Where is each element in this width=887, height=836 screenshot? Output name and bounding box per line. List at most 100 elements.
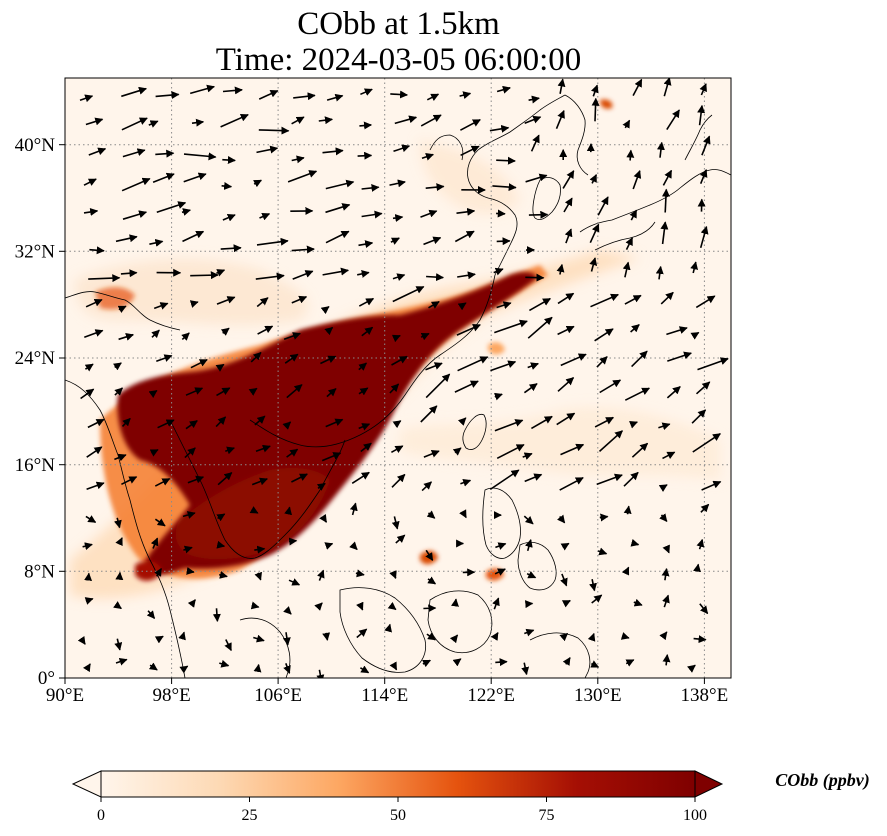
wind-arrow bbox=[349, 502, 358, 516]
wind-arrow bbox=[184, 447, 196, 459]
wind-arrow bbox=[559, 632, 569, 642]
wind-arrow bbox=[115, 234, 138, 243]
wind-arrow bbox=[425, 373, 451, 399]
wind-arrow bbox=[384, 623, 392, 633]
wind-arrow bbox=[82, 542, 93, 551]
wind-arrow bbox=[556, 263, 565, 275]
wind-arrow bbox=[250, 351, 262, 363]
lon-tick-label: 90°E bbox=[46, 685, 84, 706]
wind-arrow bbox=[360, 442, 372, 453]
wind-arrow bbox=[460, 118, 481, 131]
wind-arrow bbox=[148, 120, 159, 128]
wind-arrow bbox=[117, 305, 127, 313]
wind-arrow bbox=[185, 387, 204, 396]
wind-arrow bbox=[496, 156, 516, 165]
wind-arrow bbox=[557, 514, 566, 524]
wind-arrow bbox=[389, 570, 397, 580]
wind-arrow bbox=[360, 88, 373, 96]
wind-arrow bbox=[248, 387, 258, 396]
wind-arrow bbox=[186, 566, 195, 575]
wind-arrow bbox=[85, 298, 103, 308]
wind-arrow bbox=[80, 388, 95, 400]
wind-arrow bbox=[79, 94, 94, 103]
wind-arrow bbox=[320, 305, 330, 315]
wind-arrow bbox=[361, 326, 374, 337]
wind-arrow bbox=[662, 654, 671, 666]
wind-arrow bbox=[283, 332, 301, 341]
wind-arrow bbox=[224, 639, 232, 652]
wind-arrow bbox=[560, 443, 585, 456]
wind-arrow bbox=[359, 121, 372, 130]
wind-arrow bbox=[489, 124, 510, 133]
wind-arrow bbox=[630, 538, 640, 547]
wind-arrow bbox=[322, 632, 331, 641]
wind-arrow bbox=[253, 179, 263, 188]
wind-arrow bbox=[457, 271, 476, 280]
colorbar-tick-label: 75 bbox=[539, 807, 555, 824]
wind-arrow bbox=[451, 598, 459, 607]
wind-arrow bbox=[220, 327, 230, 336]
wind-arrow bbox=[563, 197, 573, 213]
wind-arrow bbox=[589, 579, 597, 592]
wind-arrow bbox=[496, 301, 512, 309]
wind-arrow bbox=[661, 188, 670, 213]
wind-arrow bbox=[219, 659, 230, 668]
wind-arrow bbox=[490, 632, 499, 641]
wind-arrow bbox=[256, 237, 289, 246]
wind-arrow bbox=[599, 513, 609, 522]
wind-arrow bbox=[325, 203, 351, 214]
wind-arrow bbox=[282, 632, 291, 646]
wind-arrow bbox=[490, 360, 517, 372]
wind-arrow bbox=[215, 416, 227, 428]
wind-arrow bbox=[452, 658, 462, 667]
wind-arrow bbox=[120, 269, 138, 278]
lon-tick-label: 130°E bbox=[574, 685, 622, 706]
wind-arrow bbox=[454, 380, 479, 393]
wind-arrow bbox=[559, 476, 584, 491]
wind-arrow bbox=[599, 379, 622, 394]
wind-arrow bbox=[220, 113, 249, 128]
wind-arrow bbox=[457, 417, 467, 426]
wind-arrow bbox=[667, 351, 692, 362]
wind-arrow bbox=[121, 177, 151, 192]
wind-arrow bbox=[288, 578, 301, 586]
wind-arrow bbox=[191, 118, 205, 127]
wind-arrow bbox=[690, 331, 700, 340]
wind-arrow bbox=[115, 657, 128, 666]
map-title-time: Time: 2024-03-05 06:00:00 bbox=[215, 42, 582, 78]
wind-arrow bbox=[391, 334, 401, 343]
wind-arrow bbox=[258, 126, 290, 135]
wind-arrow bbox=[427, 576, 437, 585]
lon-tick-label: 114°E bbox=[361, 685, 408, 706]
wind-arrow bbox=[420, 209, 438, 218]
wind-arrow bbox=[591, 594, 603, 604]
wind-arrow bbox=[153, 302, 169, 310]
wind-arrow bbox=[421, 481, 432, 492]
wind-arrow bbox=[258, 89, 279, 100]
wind-arrow bbox=[459, 509, 467, 519]
wind-arrow bbox=[255, 272, 285, 281]
wind-arrow bbox=[358, 297, 375, 307]
gridlines bbox=[65, 78, 731, 678]
wind-arrow bbox=[121, 417, 131, 427]
wind-arrow bbox=[254, 571, 262, 581]
wind-arrow bbox=[282, 421, 292, 430]
wind-arrow bbox=[284, 353, 299, 364]
wind-arrow bbox=[495, 658, 508, 667]
wind-arrow bbox=[114, 517, 122, 529]
lat-tick-label: 16°N bbox=[15, 455, 56, 476]
wind-arrow bbox=[121, 117, 148, 131]
colorbar-title: CObb (ppbv) bbox=[775, 770, 870, 790]
wind-arrow bbox=[121, 86, 147, 98]
wind-arrow bbox=[392, 273, 406, 281]
wind-arrow bbox=[421, 152, 434, 161]
wind-arrow bbox=[183, 172, 207, 183]
wind-arrow bbox=[690, 261, 699, 274]
wind-arrow bbox=[187, 475, 205, 484]
wind-arrow bbox=[157, 419, 175, 429]
wind-arrow bbox=[456, 207, 476, 216]
wind-arrow bbox=[389, 179, 406, 188]
wind-arrow bbox=[658, 484, 668, 492]
wind-arrow bbox=[361, 210, 383, 219]
wind-arrow bbox=[425, 183, 445, 192]
